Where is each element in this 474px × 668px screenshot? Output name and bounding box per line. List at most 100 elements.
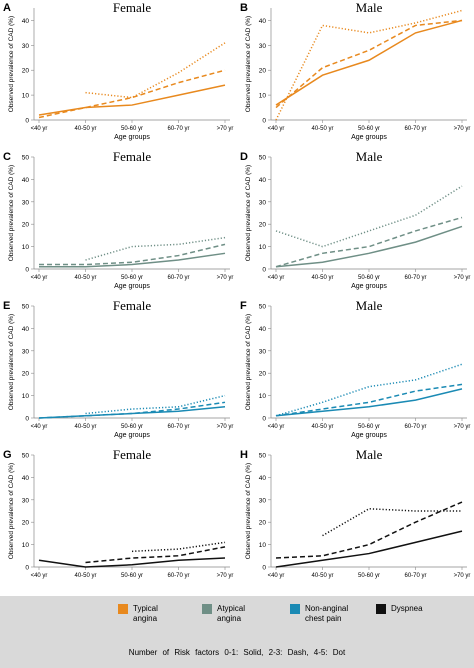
x-tick-label: 60-70 yr xyxy=(404,275,426,281)
y-tick-label: 20 xyxy=(259,68,267,75)
legend-item: Non-anginal chest pain xyxy=(290,604,355,624)
x-tick-label: >70 yr xyxy=(454,275,471,281)
line-dot xyxy=(131,541,226,553)
x-tick-label: <40 yr xyxy=(31,424,48,430)
legend-label: Atypical angina xyxy=(217,604,246,623)
y-tick-label: 40 xyxy=(259,475,267,482)
y-axis-label: Observed prevalence of CAD (%) xyxy=(245,165,252,261)
x-tick-label: 50-60 yr xyxy=(121,275,143,281)
y-tick-label: 50 xyxy=(22,453,30,460)
x-tick-label: >70 yr xyxy=(454,424,471,430)
y-tick-label: 30 xyxy=(259,43,267,50)
x-tick-label: 60-70 yr xyxy=(167,126,189,132)
y-tick-label: 10 xyxy=(22,93,30,100)
y-tick-label: 10 xyxy=(22,393,30,400)
legend-swatch xyxy=(290,604,300,614)
y-tick-label: 20 xyxy=(259,222,267,229)
x-tick-label: <40 yr xyxy=(268,275,285,281)
line-dash xyxy=(275,501,463,559)
legend-item: Typical angina xyxy=(118,604,183,624)
line-dash xyxy=(275,19,463,109)
x-tick-label: >70 yr xyxy=(217,424,234,430)
x-tick-label: 60-70 yr xyxy=(404,424,426,430)
y-tick-label: 10 xyxy=(22,244,30,251)
panel-letter: C xyxy=(3,151,11,163)
line-solid xyxy=(38,557,226,568)
panel-letter: B xyxy=(240,2,248,14)
y-tick-label: 20 xyxy=(259,520,267,527)
y-tick-label: 40 xyxy=(22,177,30,184)
x-tick-label: >70 yr xyxy=(217,275,234,281)
line-solid xyxy=(38,406,226,419)
y-tick-label: 10 xyxy=(259,542,267,549)
y-tick-label: 30 xyxy=(22,348,30,355)
y-tick-label: 20 xyxy=(22,222,30,229)
panel-letter: D xyxy=(240,151,248,163)
y-axis-label: Observed prevalence of CAD (%) xyxy=(245,314,252,410)
y-tick-label: 50 xyxy=(22,155,30,162)
x-tick-label: <40 yr xyxy=(268,126,285,132)
x-axis-label: Age groups xyxy=(114,134,150,141)
x-tick-label: <40 yr xyxy=(31,573,48,579)
x-tick-label: 60-70 yr xyxy=(404,126,426,132)
x-tick-label: <40 yr xyxy=(268,424,285,430)
x-axis-label: Age groups xyxy=(351,283,387,290)
line-dash xyxy=(85,546,226,564)
panel-letter: F xyxy=(240,300,247,312)
x-axis-label: Age groups xyxy=(351,432,387,439)
y-tick-label: 10 xyxy=(22,542,30,549)
panel-title: Male xyxy=(356,447,383,462)
x-tick-label: 50-60 yr xyxy=(121,126,143,132)
line-dash xyxy=(39,243,226,266)
line-dot xyxy=(275,363,463,417)
x-axis-label: Age groups xyxy=(114,283,150,290)
y-tick-label: 30 xyxy=(259,497,267,504)
y-tick-label: 0 xyxy=(25,565,29,572)
y-tick-label: 0 xyxy=(262,565,266,572)
panel-title: Male xyxy=(356,298,383,313)
y-tick-label: 0 xyxy=(25,267,29,274)
x-tick-label: 40-50 yr xyxy=(311,573,333,579)
panel-title: Male xyxy=(356,149,383,164)
y-tick-label: 20 xyxy=(22,371,30,378)
legend-label: Dyspnea xyxy=(391,604,423,613)
x-tick-label: 50-60 yr xyxy=(358,424,380,430)
legend-label: Typical angina xyxy=(133,604,158,623)
x-tick-label: <40 yr xyxy=(31,275,48,281)
panel-title: Female xyxy=(113,298,151,313)
x-tick-label: >70 yr xyxy=(217,573,234,579)
y-tick-label: 40 xyxy=(259,18,267,25)
panel-letter: G xyxy=(3,449,12,461)
legend-swatch xyxy=(202,604,212,614)
line-solid xyxy=(275,19,463,106)
y-tick-label: 50 xyxy=(22,304,30,311)
x-tick-label: 40-50 yr xyxy=(311,424,333,430)
y-axis-label: Observed prevalence of CAD (%) xyxy=(245,16,252,112)
y-tick-label: 40 xyxy=(259,177,267,184)
y-axis-label: Observed prevalence of CAD (%) xyxy=(8,165,15,261)
y-tick-label: 10 xyxy=(259,244,267,251)
x-tick-label: 50-60 yr xyxy=(358,126,380,132)
y-tick-label: 0 xyxy=(25,416,29,423)
line-solid xyxy=(275,388,463,417)
y-tick-label: 40 xyxy=(22,326,30,333)
y-axis-label: Observed prevalence of CAD (%) xyxy=(8,314,15,410)
line-dot xyxy=(85,236,226,261)
y-axis-label: Observed prevalence of CAD (%) xyxy=(8,463,15,559)
x-tick-label: 50-60 yr xyxy=(358,275,380,281)
line-dot xyxy=(85,394,226,415)
x-tick-label: <40 yr xyxy=(268,573,285,579)
x-tick-label: 50-60 yr xyxy=(121,424,143,430)
y-tick-label: 50 xyxy=(259,155,267,162)
panel-letter: A xyxy=(3,2,11,14)
panel-letter: H xyxy=(240,449,248,461)
panel-title: Female xyxy=(113,447,151,462)
y-tick-label: 30 xyxy=(22,497,30,504)
legend-swatch xyxy=(376,604,386,614)
x-axis-label: Age groups xyxy=(114,432,150,439)
y-axis-label: Observed prevalence of CAD (%) xyxy=(8,16,15,112)
y-tick-label: 50 xyxy=(259,453,267,460)
line-solid xyxy=(39,252,226,268)
x-axis-label: Age groups xyxy=(351,134,387,141)
